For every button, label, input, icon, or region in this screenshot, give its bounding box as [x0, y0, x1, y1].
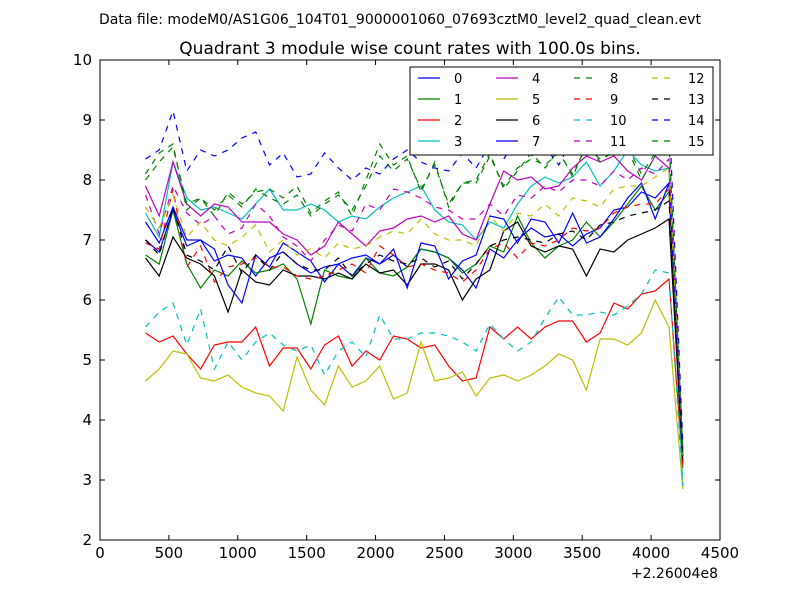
series-line-11	[144, 157, 684, 451]
legend-frame	[409, 66, 714, 156]
x-tick-label: 3500	[563, 544, 601, 562]
x-tick-label: 4500	[701, 544, 739, 562]
series-line-5	[145, 298, 684, 490]
chart-suptitle: Data file: modeM0/AS1G06_104T01_90000010…	[99, 12, 701, 28]
y-tick-label: 3	[82, 471, 92, 489]
series-line-7	[145, 181, 684, 457]
y-tick-label: 8	[82, 171, 92, 189]
plot-frame	[99, 59, 721, 541]
y-tick-label: 6	[82, 291, 92, 309]
y-tick-label: 9	[82, 111, 92, 129]
legend-label-1: 1	[454, 93, 462, 108]
series-line-12	[144, 166, 684, 460]
series-lines	[144, 107, 684, 490]
legend-label-2: 2	[454, 114, 462, 129]
chart-title: Quadrant 3 module wise count rates with …	[179, 39, 640, 59]
legend-label-8: 8	[610, 72, 618, 87]
legend-label-0: 0	[454, 72, 462, 87]
legend-label-13: 13	[688, 93, 705, 108]
legend-label-6: 6	[532, 114, 540, 129]
x-tick-label: 1000	[219, 544, 257, 562]
y-tick-label: 7	[82, 231, 92, 249]
series-line-1	[145, 184, 684, 463]
y-tick-label: 4	[82, 411, 92, 429]
series-line-3	[144, 149, 684, 487]
legend-label-3: 3	[454, 135, 462, 150]
x-tick-label: 4000	[632, 544, 670, 562]
x-axis-offset-label: +2.26004e8	[631, 566, 718, 582]
legend-label-9: 9	[610, 93, 618, 108]
legend-label-11: 11	[610, 135, 627, 150]
series-line-4	[144, 155, 684, 457]
series-line-8	[144, 136, 684, 457]
legend-label-12: 12	[688, 72, 705, 87]
legend-label-10: 10	[610, 114, 627, 129]
series-line-6	[145, 217, 684, 463]
axis-tick-labels: 0 500 1000 1500 2000 2500 3000 3500 4000 4500 2 3 4 5…	[73, 51, 739, 562]
x-tick-label: 3000	[494, 544, 532, 562]
legend-label-7: 7	[532, 135, 540, 150]
x-tick-label: 0	[95, 544, 105, 562]
y-tick-label: 10	[73, 51, 92, 69]
x-tick-label: 500	[155, 544, 184, 562]
x-tick-label: 2500	[425, 544, 463, 562]
x-tick-label: 1500	[288, 544, 326, 562]
x-tick-label: 2000	[356, 544, 394, 562]
y-tick-label: 2	[82, 531, 92, 549]
legend-label-14: 14	[688, 114, 705, 129]
series-line-2	[145, 277, 684, 469]
legend-label-15: 15	[688, 135, 705, 150]
series-line-14	[145, 107, 684, 445]
legend-label-5: 5	[532, 93, 540, 108]
series-line-13	[145, 199, 684, 460]
legend-label-4: 4	[532, 72, 540, 87]
series-line-15	[145, 139, 684, 454]
series-line-10	[145, 269, 684, 487]
series-line-0	[144, 181, 684, 451]
y-tick-label: 5	[82, 351, 92, 369]
